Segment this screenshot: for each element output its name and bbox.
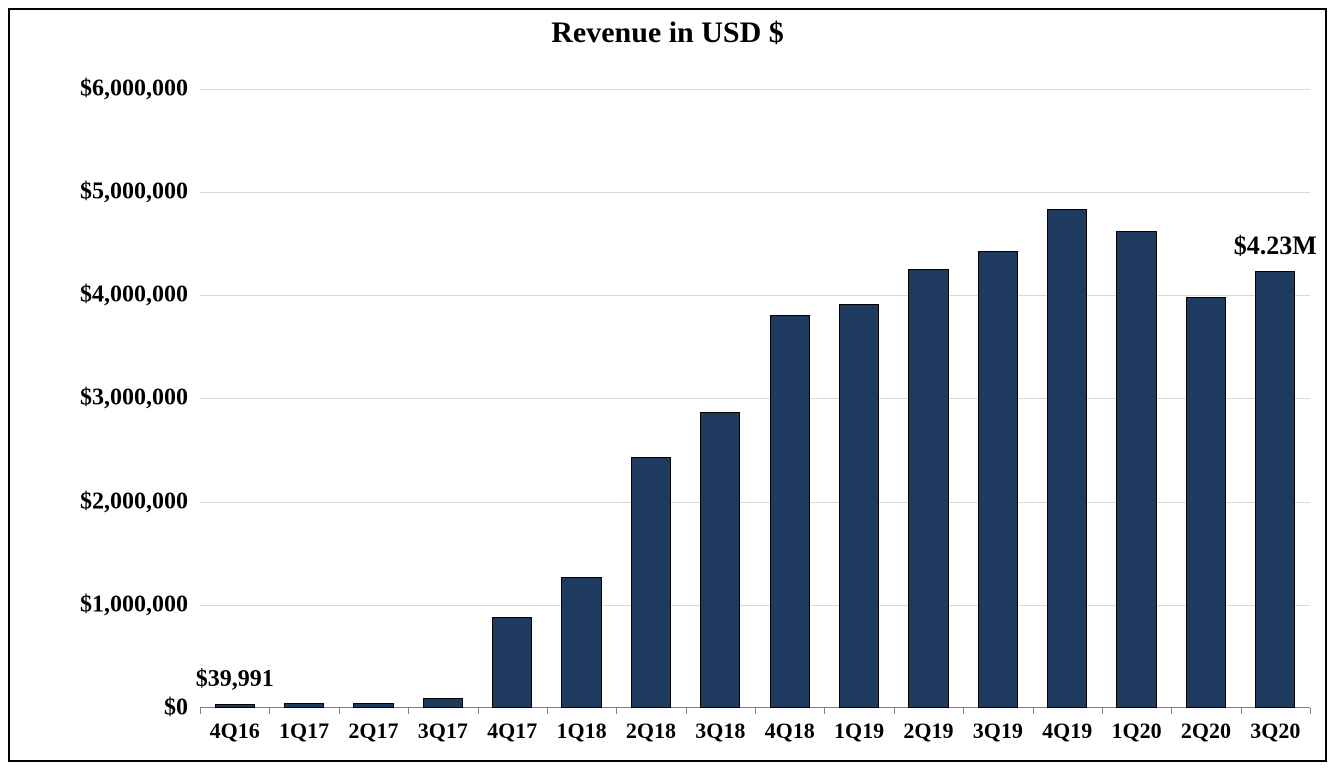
x-tick-mark (755, 708, 756, 714)
x-tick-label: 2Q18 (616, 718, 685, 744)
y-tick-label: $5,000,000 (8, 178, 188, 205)
x-tick-mark (1310, 708, 1311, 714)
x-tick-label: 3Q18 (686, 718, 755, 744)
chart-frame: Revenue in USD $ $0 $1,000,000 $2,000,000 $… (8, 8, 1327, 762)
y-tick-label: $4,000,000 (8, 282, 188, 309)
y-tick-label: $0 (8, 695, 188, 722)
bar (284, 703, 324, 708)
x-tick-mark (408, 708, 409, 714)
bar (839, 304, 879, 708)
x-tick-mark (200, 708, 201, 714)
bar (1186, 297, 1226, 708)
x-tick-mark (1033, 708, 1034, 714)
x-tick-label: 2Q19 (894, 718, 963, 744)
x-tick-mark (1171, 708, 1172, 714)
x-tick-label: 3Q19 (963, 718, 1032, 744)
bar (1255, 271, 1295, 708)
x-tick-label: 4Q18 (755, 718, 824, 744)
x-tick-label: 1Q20 (1102, 718, 1171, 744)
x-tick-mark (547, 708, 548, 714)
x-tick-mark (686, 708, 687, 714)
x-tick-label: 2Q17 (339, 718, 408, 744)
bar (215, 704, 255, 708)
x-tick-mark (1102, 708, 1103, 714)
data-label: $39,991 (196, 666, 274, 693)
data-label: $4.23M (1234, 231, 1317, 261)
bar (908, 269, 948, 708)
x-tick-mark (963, 708, 964, 714)
x-tick-mark (478, 708, 479, 714)
x-tick-label: 1Q17 (269, 718, 338, 744)
y-tick-label: $3,000,000 (8, 385, 188, 412)
bar (423, 698, 463, 708)
x-tick-label: 1Q19 (824, 718, 893, 744)
plot-area (200, 68, 1310, 708)
x-tick-label: 1Q18 (547, 718, 616, 744)
x-tick-mark (1241, 708, 1242, 714)
bar (1116, 231, 1156, 708)
y-tick-label: $6,000,000 (8, 75, 188, 102)
x-tick-mark (894, 708, 895, 714)
y-tick-label: $1,000,000 (8, 591, 188, 618)
bar (353, 703, 393, 708)
x-tick-label: 3Q17 (408, 718, 477, 744)
x-tick-label: 4Q16 (200, 718, 269, 744)
gridline (200, 89, 1310, 90)
x-tick-label: 4Q17 (478, 718, 547, 744)
x-tick-mark (616, 708, 617, 714)
x-tick-mark (269, 708, 270, 714)
y-tick-label: $2,000,000 (8, 488, 188, 515)
x-tick-label: 4Q19 (1033, 718, 1102, 744)
x-tick-mark (824, 708, 825, 714)
bar (1047, 209, 1087, 708)
x-tick-mark (339, 708, 340, 714)
chart-title: Revenue in USD $ (10, 16, 1325, 50)
bar (770, 315, 810, 708)
bar (492, 617, 532, 708)
x-tick-label: 2Q20 (1171, 718, 1240, 744)
bar (978, 251, 1018, 708)
bar (700, 412, 740, 708)
x-tick-label: 3Q20 (1241, 718, 1310, 744)
gridline (200, 192, 1310, 193)
bar (631, 457, 671, 708)
bar (561, 577, 601, 708)
